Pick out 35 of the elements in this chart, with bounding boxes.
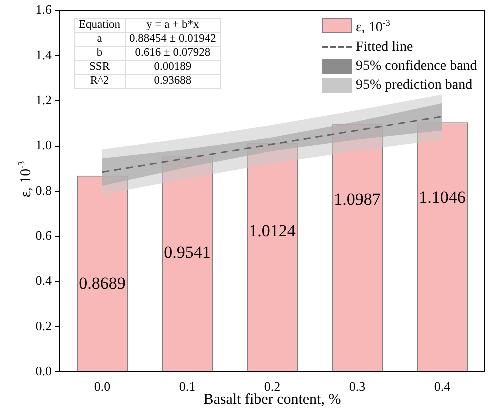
- y-tick-label: 1.0: [36, 138, 52, 153]
- x-tick-label: 0.2: [264, 379, 281, 394]
- line-series: [102, 116, 444, 174]
- legend-label: ε, 10$^{-3}$: [356, 17, 390, 38]
- y-tick-label: 1.4: [36, 47, 52, 62]
- annotation: 0.616 ± 0.07928: [125, 46, 221, 60]
- y-tick-label: 0.2: [36, 318, 52, 334]
- y-tick-label: 1.6: [36, 2, 52, 18]
- legend-label: Fitted line: [356, 38, 414, 57]
- data-label: 1.1046: [419, 188, 466, 207]
- x-axis-title: Basalt fiber content, %: [204, 392, 342, 408]
- y-tick-label: 0.0: [36, 363, 52, 378]
- annotation: R^2: [74, 74, 126, 88]
- annotation: SSR: [74, 60, 126, 74]
- x-tick-label: 0.4: [434, 379, 452, 394]
- y-tick-label: 0.4: [36, 273, 52, 288]
- data-label: 1.0987: [334, 190, 382, 209]
- legend-label: 95% prediction band: [356, 76, 473, 95]
- x-tick-label: 0.0: [94, 379, 111, 394]
- annotation: a: [74, 32, 126, 46]
- annotation: Equation: [74, 18, 126, 32]
- data-label: 0.8689: [79, 274, 126, 293]
- annotation: b: [74, 46, 126, 60]
- y-tick-label: 0.6: [36, 228, 52, 243]
- legend-label: 95% confidence band: [356, 58, 478, 76]
- annotation: 0.93688: [125, 74, 221, 88]
- annotation: 0.88454 ± 0.01942: [125, 32, 221, 46]
- x-tick-label: 0.3: [349, 379, 366, 394]
- x-tick-label: 0.1: [179, 379, 196, 394]
- data-label: 1.0124: [249, 221, 296, 240]
- annotation: 0.00189: [125, 60, 221, 74]
- y-tick-label: 0.8: [36, 182, 52, 198]
- y-tick-label: 1.2: [36, 92, 52, 108]
- annotation: y = a + b*x: [125, 18, 221, 32]
- data-label: 0.9541: [164, 242, 211, 262]
